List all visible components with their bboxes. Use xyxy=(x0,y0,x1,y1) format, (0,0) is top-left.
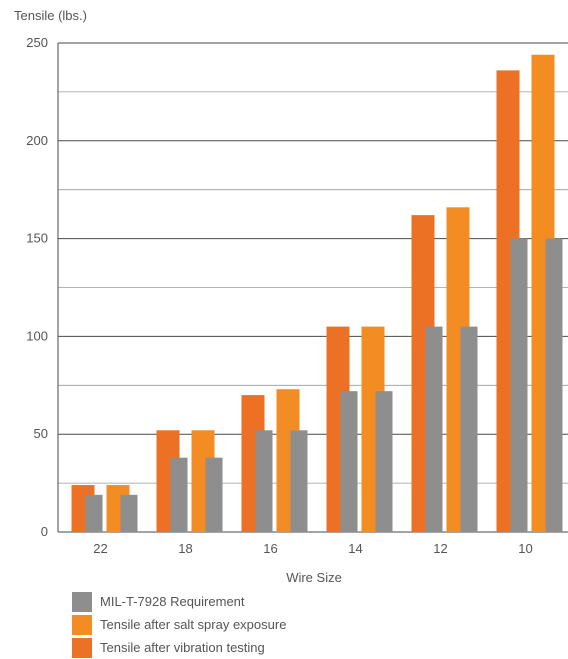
x-tick-label: 14 xyxy=(348,541,362,556)
legend-label: MIL-T-7928 Requirement xyxy=(100,594,245,609)
grid-lines xyxy=(57,42,568,533)
y-axis-title: Tensile (lbs.) xyxy=(14,8,87,23)
bars xyxy=(71,54,563,533)
bar-requirement xyxy=(290,430,308,532)
legend-swatch xyxy=(72,637,92,658)
x-tick-label: 22 xyxy=(93,541,107,556)
bar-requirement xyxy=(205,457,223,532)
bar-requirement xyxy=(120,494,138,532)
x-tick-label: 10 xyxy=(518,541,532,556)
x-tick-label: 16 xyxy=(263,541,277,556)
legend: MIL-T-7928 Requirement Tensile after salt… xyxy=(72,590,286,659)
legend-swatch xyxy=(72,591,92,612)
x-tick-label: 18 xyxy=(178,541,192,556)
y-tick-label: 250 xyxy=(26,35,48,50)
legend-label: Tensile after salt spray exposure xyxy=(100,617,287,632)
x-tick-labels: 22 18 16 14 12 10 xyxy=(93,541,532,556)
bar-requirement xyxy=(375,391,393,532)
legend-swatch xyxy=(72,614,92,635)
bar-chart: Tensile (lbs.) 0 50 100 150 200 250 22 18 16 14 1… xyxy=(14,8,568,585)
bar-requirement xyxy=(85,494,103,532)
y-tick-label: 50 xyxy=(34,426,48,441)
legend-item: MIL-T-7928 Requirement xyxy=(72,590,286,613)
y-tick-label: 150 xyxy=(26,231,48,246)
bar-requirement xyxy=(460,326,478,532)
bar-requirement xyxy=(510,238,528,532)
legend-item: Tensile after salt spray exposure xyxy=(72,613,286,636)
bar-requirement xyxy=(425,326,443,532)
legend-label: Tensile after vibration testing xyxy=(100,640,265,655)
bar-requirement xyxy=(255,430,273,532)
y-tick-label: 0 xyxy=(41,524,48,539)
legend-item: Tensile after vibration testing xyxy=(72,636,286,659)
bar-requirement xyxy=(340,391,358,532)
x-axis-title: Wire Size xyxy=(286,570,342,585)
bar-requirement xyxy=(170,457,188,532)
y-tick-label: 200 xyxy=(26,133,48,148)
y-tick-labels: 0 50 100 150 200 250 xyxy=(26,35,48,539)
y-tick-label: 100 xyxy=(26,328,48,343)
bar-requirement xyxy=(545,238,563,532)
x-tick-label: 12 xyxy=(433,541,447,556)
